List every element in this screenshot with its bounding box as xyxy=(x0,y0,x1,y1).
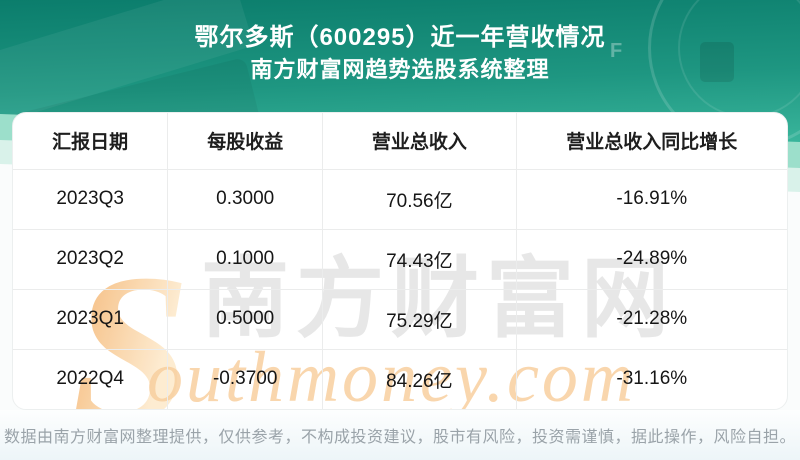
table-row: 2022Q4 -0.3700 84.26亿 -31.16% xyxy=(13,349,787,409)
cell-report-date: 2022Q4 xyxy=(13,349,169,409)
cell-total-revenue: 70.56亿 xyxy=(322,169,517,230)
cell-revenue-yoy: -21.28% xyxy=(516,289,787,350)
table-row: 2023Q1 0.5000 75.29亿 -21.28% xyxy=(13,289,787,350)
disclaimer-text: 数据由南方财富网整理提供，仅供参考，不构成投资建议，股市有风险，投资需谨慎，据此… xyxy=(3,429,796,446)
page-subtitle: 南方财富网趋势选股系统整理 xyxy=(250,57,550,82)
cell-report-date: 2023Q3 xyxy=(13,169,169,230)
cell-total-revenue: 84.26亿 xyxy=(322,349,517,409)
footer: 数据由南方财富网整理提供，仅供参考，不构成投资建议，股市有风险，投资需谨慎，据此… xyxy=(0,410,800,460)
cell-total-revenue: 75.29亿 xyxy=(322,289,517,350)
cell-report-date: 2023Q1 xyxy=(13,289,169,350)
cell-eps: 0.5000 xyxy=(167,289,324,350)
title-block: 鄂尔多斯（600295）近一年营收情况 南方财富网趋势选股系统整理 xyxy=(0,22,800,86)
table-row: 2023Q3 0.3000 70.56亿 -16.91% xyxy=(13,169,787,230)
cell-revenue-yoy: -24.89% xyxy=(516,229,787,290)
column-header-report-date: 汇报日期 xyxy=(13,113,169,170)
cell-eps: 0.3000 xyxy=(167,169,324,230)
cell-eps: -0.3700 xyxy=(167,349,324,409)
cell-total-revenue: 74.43亿 xyxy=(322,229,517,290)
table-header-row: 汇报日期 每股收益 营业总收入 营业总收入同比增长 xyxy=(13,113,787,170)
revenue-table: 汇报日期 每股收益 营业总收入 营业总收入同比增长 2023Q3 0.3000 … xyxy=(13,113,787,409)
cell-eps: 0.1000 xyxy=(167,229,324,290)
revenue-table-card: S outhmoney.com 南方财富网 汇报日期 每股收益 营业总收入 营业… xyxy=(12,112,788,410)
cell-revenue-yoy: -31.16% xyxy=(616,368,688,390)
cell-report-date: 2023Q2 xyxy=(13,229,169,290)
table-row: 2023Q2 0.1000 74.43亿 -24.89% xyxy=(13,229,787,290)
column-header-revenue-yoy: 营业总收入同比增长 xyxy=(516,113,787,170)
column-header-eps: 每股收益 xyxy=(167,113,324,170)
page-title: 鄂尔多斯（600295）近一年营收情况 xyxy=(194,24,606,51)
column-header-total-revenue: 营业总收入 xyxy=(322,113,517,170)
cell-revenue-yoy: -16.91% xyxy=(516,169,787,230)
